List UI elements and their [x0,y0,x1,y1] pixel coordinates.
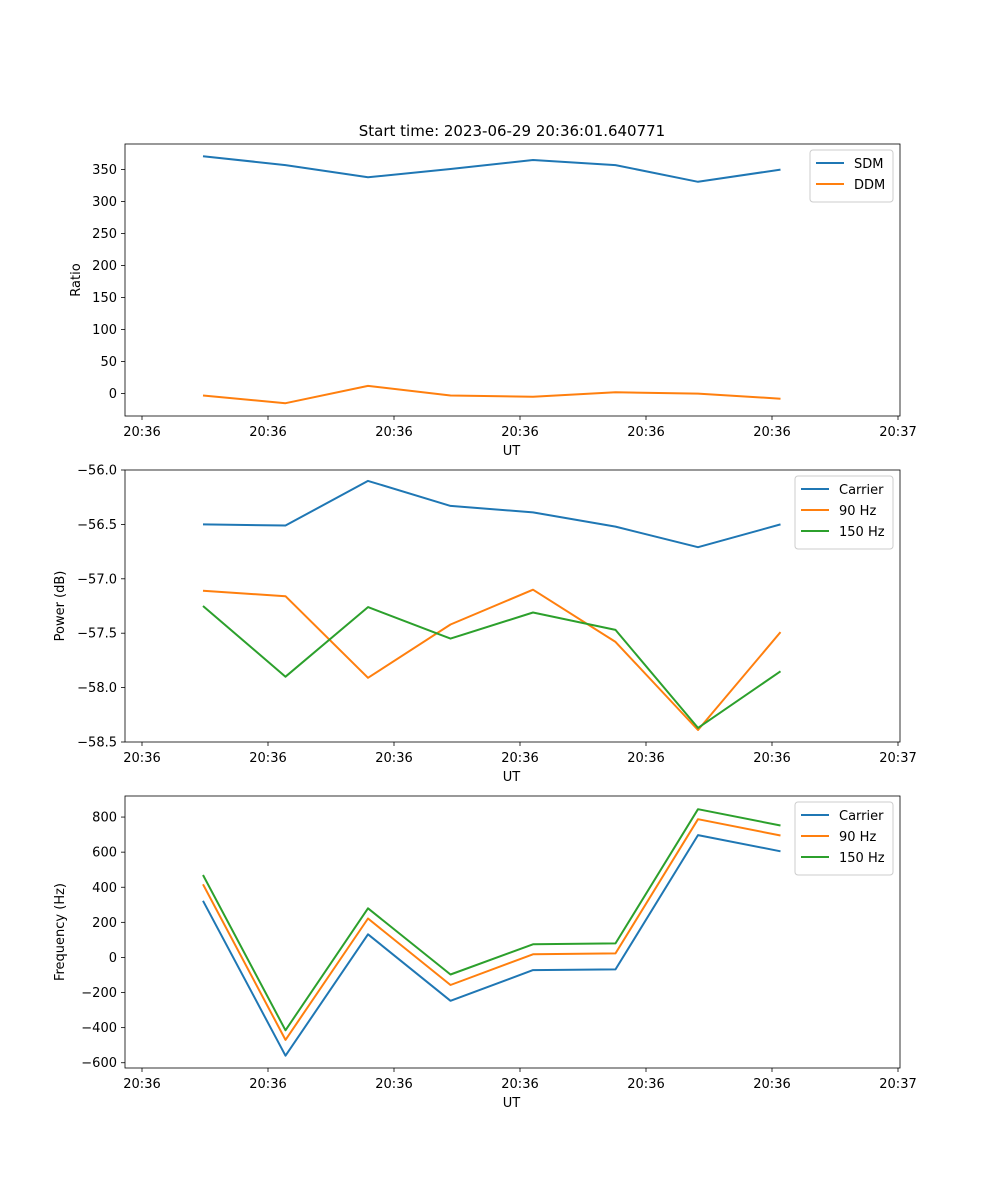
series-line-sdm [202,155,781,183]
x-tick-label: 20:36 [249,1077,286,1092]
legend-label: 90 Hz [839,504,876,519]
x-tick-label: 20:36 [375,1077,412,1092]
series-line-carrier [202,479,781,549]
y-tick-label: 50 [100,355,117,370]
x-tick-label: 20:37 [879,1077,916,1092]
y-tick-label: 350 [92,163,117,178]
x-tick-label: 20:36 [627,1077,664,1092]
y-tick-label: −400 [81,1021,117,1036]
y-tick-label: 200 [92,259,117,274]
series-line-150-hz [202,808,781,1032]
y-tick-label: 100 [92,323,117,338]
legend: SDM DDM [809,149,894,203]
x-axis-label: UT [503,1096,521,1111]
series-line-carrier [202,834,781,1057]
y-tick-label: 150 [92,291,117,306]
axes-frame [124,795,901,1069]
x-tick-label: 20:36 [501,1077,538,1092]
legend-label: Carrier [839,483,884,498]
y-tick-label: 600 [92,846,117,861]
x-axis-label: UT [503,444,521,459]
chart-panel-3: 20:36 20:36 20:36 20:36 20:36 20:36 20:37 −600 −… [53,795,917,1111]
legend-label: Carrier [839,809,884,824]
x-tick-label: 20:36 [627,425,664,440]
y-tick-label: 0 [109,387,117,402]
x-tick-label: 20:36 [249,425,286,440]
y-tick-label: −56.5 [77,518,117,533]
x-tick-label: 20:36 [375,425,412,440]
chart-panel-2: 20:36 20:36 20:36 20:36 20:36 20:36 20:37 −58.5… [53,464,917,786]
x-tick-label: 20:36 [123,1077,160,1092]
x-tick-label: 20:36 [753,751,790,766]
legend-label: 150 Hz [839,525,885,540]
figure-title: Start time: 2023-06-29 20:36:01.640771 [359,122,665,140]
x-tick-label: 20:37 [879,751,916,766]
x-tick-label: 20:36 [753,1077,790,1092]
series-line-ddm [202,384,781,405]
y-tick-label: −58.5 [77,736,117,751]
y-tick-label: −58.0 [77,681,117,696]
axes-frame [124,143,901,417]
x-tick-label: 20:36 [753,425,790,440]
legend-label: DDM [854,178,885,193]
axes-frame [124,469,901,743]
y-tick-label: 400 [92,881,117,896]
y-tick-label: 0 [109,951,117,966]
legend: Carrier 90 Hz 150 Hz [794,801,894,876]
legend-label: 150 Hz [839,851,885,866]
chart-panel-1: 20:36 20:36 20:36 20:36 20:36 20:36 20:37 0 50 10… [69,143,917,459]
y-tick-label: 300 [92,195,117,210]
x-tick-label: 20:36 [249,751,286,766]
y-tick-label: 800 [92,811,117,826]
x-tick-label: 20:36 [501,751,538,766]
x-tick-label: 20:36 [501,425,538,440]
x-tick-label: 20:36 [375,751,412,766]
legend-label: 90 Hz [839,830,876,845]
y-tick-label: 250 [92,227,117,242]
series-line-90-hz [202,588,782,731]
y-axis-label: Power (dB) [53,571,68,642]
y-tick-label: −200 [81,986,117,1001]
x-tick-label: 20:36 [123,425,160,440]
x-tick-label: 20:37 [879,425,916,440]
legend-label: SDM [854,157,883,172]
series-line-150-hz [202,605,782,729]
y-tick-label: −57.5 [77,627,117,642]
x-tick-label: 20:36 [627,751,664,766]
legend: Carrier 90 Hz 150 Hz [794,475,894,550]
y-axis-label: Ratio [69,263,84,296]
y-tick-label: −56.0 [77,464,117,479]
y-tick-label: −57.0 [77,572,117,587]
y-tick-label: −600 [81,1056,117,1071]
y-axis-label: Frequency (Hz) [53,883,68,981]
x-tick-label: 20:36 [123,751,160,766]
x-axis-label: UT [503,770,521,785]
y-tick-label: 200 [92,916,117,931]
series-line-90-hz [202,818,781,1041]
